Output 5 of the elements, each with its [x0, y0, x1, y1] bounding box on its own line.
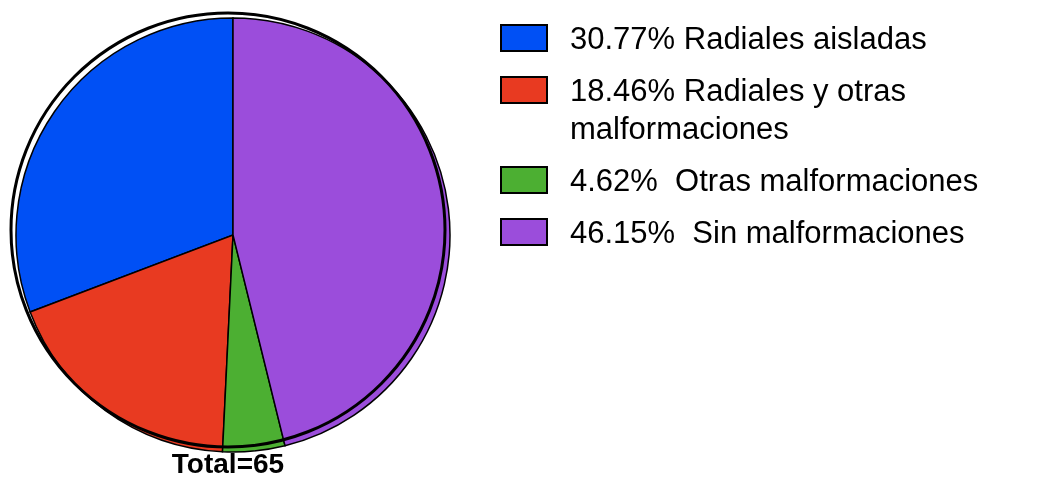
text: Total=65 [170, 448, 286, 480]
legend-label: 4.62% Otras malformaciones [570, 162, 979, 200]
legend-label: 18.46% Radiales y otras malformaciones [570, 72, 908, 148]
legend-label: 46.15% Sin malformaciones [570, 214, 965, 252]
legend-label: 30.77% Radiales aisladas [570, 20, 927, 58]
